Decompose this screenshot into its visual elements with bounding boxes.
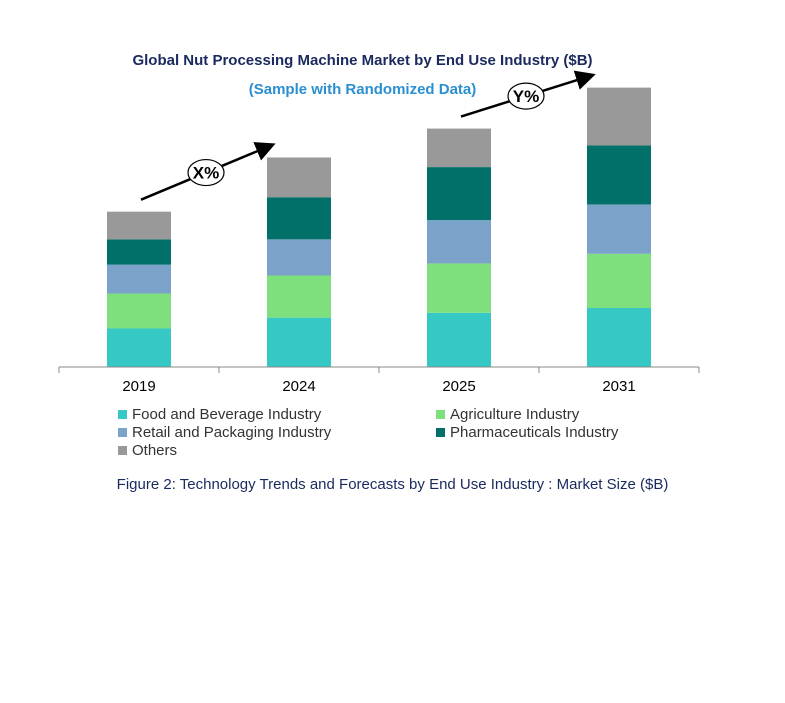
bar-others-2024 [267,157,331,198]
x-tick-label-2031: 2031 [602,378,635,395]
growth-badge-y [507,82,545,110]
growth-badge-x [187,158,225,187]
bar-retail-and-packaging-industry-2019 [107,264,171,294]
legend-label: Food and Beverage Industry [132,406,322,423]
growth-label-y: Y% [513,87,539,106]
legend-item-agriculture-industry: Agriculture Industry [436,406,579,423]
growth-label-x: X% [193,164,219,183]
chart-title: Global Nut Processing Machine Market by … [132,52,593,69]
bar-food-and-beverage-industry-2019 [107,328,171,367]
bar-retail-and-packaging-industry-2025 [427,220,491,264]
legend-swatch [436,410,445,419]
bar-food-and-beverage-industry-2024 [267,317,331,367]
bar-pharmaceuticals-industry-2025 [427,167,491,221]
legend-label: Agriculture Industry [450,406,580,423]
bar-retail-and-packaging-industry-2031 [587,204,651,254]
legend-item-pharmaceuticals-industry: Pharmaceuticals Industry [436,424,618,441]
bar-agriculture-industry-2024 [267,275,331,318]
legend-item-others: Others [118,442,177,459]
bar-agriculture-industry-2025 [427,263,491,313]
legend-label: Pharmaceuticals Industry [450,424,619,441]
bar-food-and-beverage-industry-2031 [587,307,651,367]
legend-swatch [436,428,445,437]
bar-retail-and-packaging-industry-2024 [267,239,331,276]
legend-item-food-and-beverage-industry: Food and Beverage Industry [118,406,321,423]
x-tick-label-2025: 2025 [442,378,475,395]
bar-food-and-beverage-industry-2025 [427,312,491,367]
legend-item-retail-and-packaging-industry: Retail and Packaging Industry [118,424,331,441]
bar-others-2025 [427,128,491,168]
bar-others-2019 [107,211,171,240]
bar-agriculture-industry-2031 [587,253,651,308]
legend-swatch [118,428,127,437]
bar-pharmaceuticals-industry-2024 [267,197,331,240]
chart-subtitle: (Sample with Randomized Data) [248,81,477,98]
figure-caption: Figure 2: Technology Trends and Forecast… [116,476,669,493]
bar-pharmaceuticals-industry-2031 [587,145,651,205]
x-tick-label-2019: 2019 [122,378,155,395]
bar-others-2031 [587,87,651,146]
legend-label: Others [132,442,178,459]
x-tick-label-2024: 2024 [282,378,315,395]
legend-label: Retail and Packaging Industry [132,424,332,441]
legend-swatch [118,410,127,419]
bar-pharmaceuticals-industry-2019 [107,239,171,265]
legend-swatch [118,446,127,455]
bar-agriculture-industry-2019 [107,293,171,329]
